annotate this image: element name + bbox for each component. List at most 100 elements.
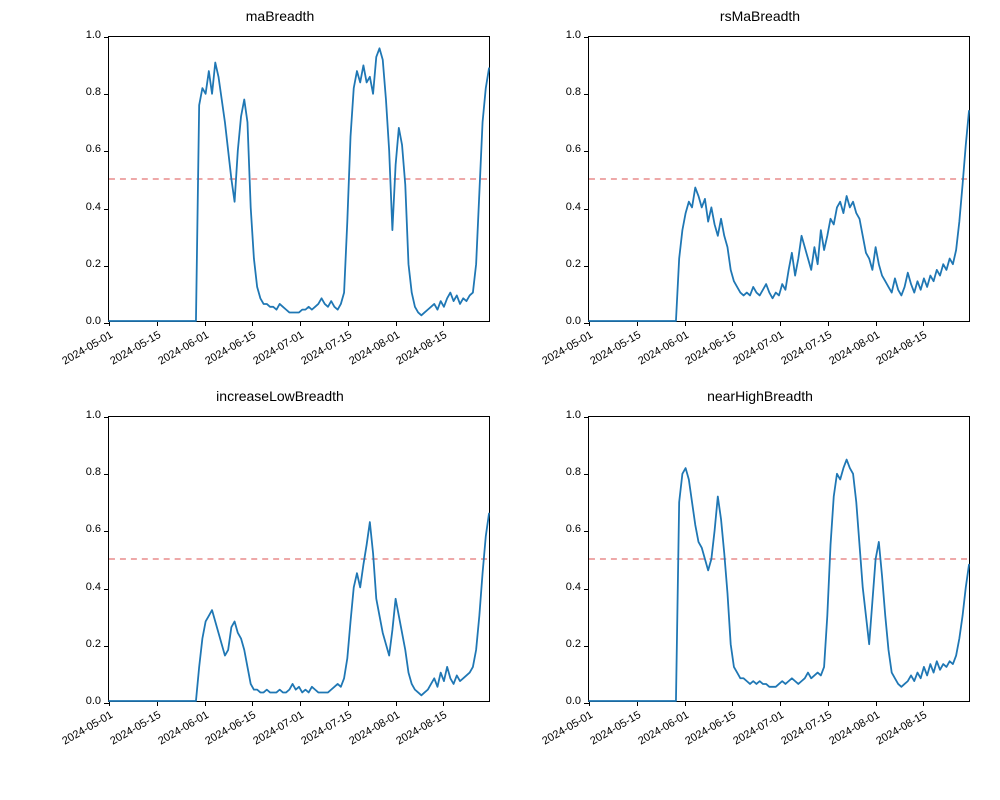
- ytick-label: 0.0: [566, 695, 581, 707]
- xtick-label: 2024-06-15: [204, 709, 259, 748]
- plot-area: 0.00.20.40.60.81.02024-05-012024-05-1520…: [588, 416, 970, 702]
- xtick-label: 2024-07-15: [779, 709, 834, 748]
- ytick-label: 0.2: [566, 258, 581, 270]
- xtick-label: 2024-07-01: [731, 329, 786, 368]
- xtick-label: 2024-08-15: [875, 709, 930, 748]
- subplot-rsMaBreadth: rsMaBreadth0.00.20.40.60.81.02024-05-012…: [540, 30, 980, 390]
- ytick-label: 0.4: [566, 201, 581, 213]
- ytick-label: 0.0: [566, 315, 581, 327]
- xtick-mark: [876, 701, 877, 706]
- xtick-mark: [828, 321, 829, 326]
- ytick-label: 1.0: [566, 409, 581, 421]
- xtick-label: 2024-08-01: [347, 709, 402, 748]
- xtick-label: 2024-08-15: [395, 329, 450, 368]
- xtick-label: 2024-05-01: [60, 329, 115, 368]
- ytick-label: 0.8: [86, 466, 101, 478]
- xtick-mark: [205, 701, 206, 706]
- xtick-label: 2024-05-15: [108, 709, 163, 748]
- ytick-label: 1.0: [86, 29, 101, 41]
- xtick-label: 2024-07-15: [299, 329, 354, 368]
- subplot-increaseLowBreadth: increaseLowBreadth0.00.20.40.60.81.02024…: [60, 410, 500, 770]
- xtick-mark: [923, 321, 924, 326]
- xtick-mark: [780, 701, 781, 706]
- chart-svg: [109, 37, 489, 321]
- plot-area: 0.00.20.40.60.81.02024-05-012024-05-1520…: [588, 36, 970, 322]
- xtick-label: 2024-05-01: [60, 709, 115, 748]
- plot-area: 0.00.20.40.60.81.02024-05-012024-05-1520…: [108, 36, 490, 322]
- xtick-label: 2024-08-15: [395, 709, 450, 748]
- plot-title: nearHighBreadth: [540, 388, 980, 404]
- xtick-label: 2024-06-01: [636, 329, 691, 368]
- plot-area: 0.00.20.40.60.81.02024-05-012024-05-1520…: [108, 416, 490, 702]
- xtick-label: 2024-08-15: [875, 329, 930, 368]
- xtick-label: 2024-06-01: [156, 329, 211, 368]
- plot-title: rsMaBreadth: [540, 8, 980, 24]
- data-line: [589, 111, 969, 321]
- xtick-mark: [348, 321, 349, 326]
- chart-svg: [589, 37, 969, 321]
- xtick-label: 2024-06-01: [636, 709, 691, 748]
- xtick-label: 2024-05-15: [588, 329, 643, 368]
- ytick-label: 0.6: [86, 523, 101, 535]
- ytick-label: 0.0: [86, 315, 101, 327]
- ytick-label: 1.0: [566, 29, 581, 41]
- xtick-mark: [685, 701, 686, 706]
- ytick-label: 0.2: [86, 258, 101, 270]
- ytick-label: 0.6: [566, 143, 581, 155]
- xtick-mark: [300, 321, 301, 326]
- xtick-mark: [780, 321, 781, 326]
- plot-title: increaseLowBreadth: [60, 388, 500, 404]
- xtick-mark: [923, 701, 924, 706]
- plot-title: maBreadth: [60, 8, 500, 24]
- xtick-label: 2024-07-15: [779, 329, 834, 368]
- xtick-mark: [300, 701, 301, 706]
- data-line: [589, 460, 969, 701]
- xtick-mark: [443, 321, 444, 326]
- ytick-label: 0.6: [86, 143, 101, 155]
- xtick-mark: [685, 321, 686, 326]
- xtick-label: 2024-08-01: [347, 329, 402, 368]
- figure-grid: maBreadth0.00.20.40.60.81.02024-05-01202…: [0, 0, 1000, 800]
- xtick-label: 2024-07-15: [299, 709, 354, 748]
- data-line: [109, 48, 489, 321]
- chart-svg: [109, 417, 489, 701]
- xtick-label: 2024-07-01: [731, 709, 786, 748]
- xtick-mark: [396, 321, 397, 326]
- xtick-label: 2024-05-01: [540, 329, 595, 368]
- xtick-mark: [732, 321, 733, 326]
- xtick-mark: [252, 321, 253, 326]
- xtick-label: 2024-05-15: [588, 709, 643, 748]
- xtick-label: 2024-08-01: [827, 329, 882, 368]
- xtick-mark: [828, 701, 829, 706]
- ytick-label: 0.6: [566, 523, 581, 535]
- xtick-label: 2024-07-01: [251, 709, 306, 748]
- ytick-label: 0.4: [566, 581, 581, 593]
- ytick-label: 0.4: [86, 581, 101, 593]
- xtick-label: 2024-06-15: [684, 329, 739, 368]
- xtick-label: 2024-06-15: [204, 329, 259, 368]
- xtick-mark: [205, 321, 206, 326]
- subplot-nearHighBreadth: nearHighBreadth0.00.20.40.60.81.02024-05…: [540, 410, 980, 770]
- xtick-mark: [876, 321, 877, 326]
- subplot-maBreadth: maBreadth0.00.20.40.60.81.02024-05-01202…: [60, 30, 500, 390]
- ytick-label: 0.8: [566, 466, 581, 478]
- data-line: [109, 514, 489, 701]
- ytick-label: 0.0: [86, 695, 101, 707]
- ytick-label: 0.2: [566, 638, 581, 650]
- xtick-label: 2024-05-01: [540, 709, 595, 748]
- xtick-label: 2024-05-15: [108, 329, 163, 368]
- xtick-mark: [443, 701, 444, 706]
- ytick-label: 0.4: [86, 201, 101, 213]
- xtick-mark: [252, 701, 253, 706]
- chart-svg: [589, 417, 969, 701]
- xtick-label: 2024-06-01: [156, 709, 211, 748]
- xtick-label: 2024-06-15: [684, 709, 739, 748]
- ytick-label: 1.0: [86, 409, 101, 421]
- xtick-label: 2024-08-01: [827, 709, 882, 748]
- xtick-mark: [396, 701, 397, 706]
- ytick-label: 0.8: [86, 86, 101, 98]
- xtick-label: 2024-07-01: [251, 329, 306, 368]
- ytick-label: 0.2: [86, 638, 101, 650]
- xtick-mark: [348, 701, 349, 706]
- xtick-mark: [732, 701, 733, 706]
